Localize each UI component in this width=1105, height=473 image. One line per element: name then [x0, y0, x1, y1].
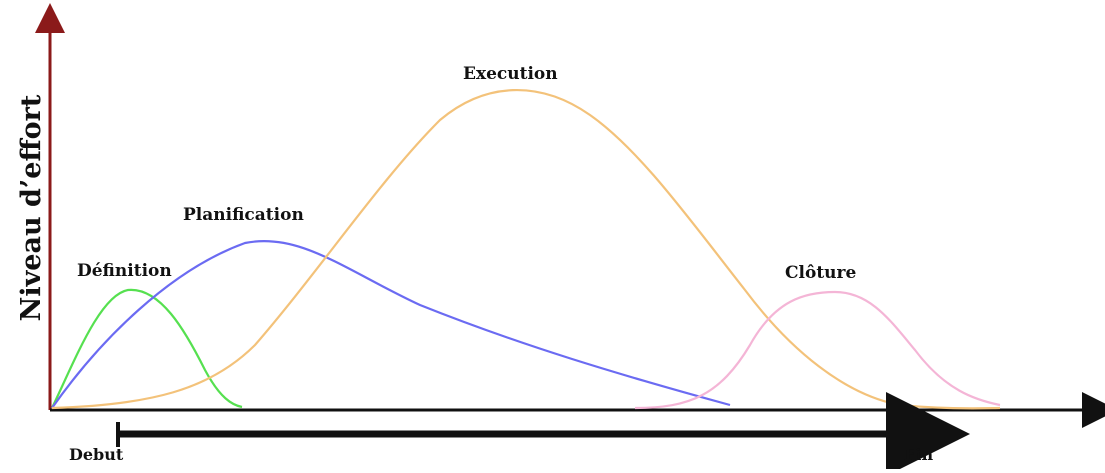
debut-label: Debut	[69, 445, 124, 464]
definition-curve	[51, 288, 243, 409]
planification-label: Planification	[183, 205, 304, 225]
cloture-curve	[634, 290, 1001, 410]
fin-label: Fin	[904, 445, 933, 464]
cloture-label: Clôture	[785, 263, 856, 283]
planification-curve	[51, 239, 731, 409]
definition-label: Définition	[77, 261, 172, 281]
execution-label: Execution	[463, 64, 558, 84]
y-axis-label: Niveau d’effort	[16, 94, 47, 321]
execution-curve	[51, 89, 1001, 410]
